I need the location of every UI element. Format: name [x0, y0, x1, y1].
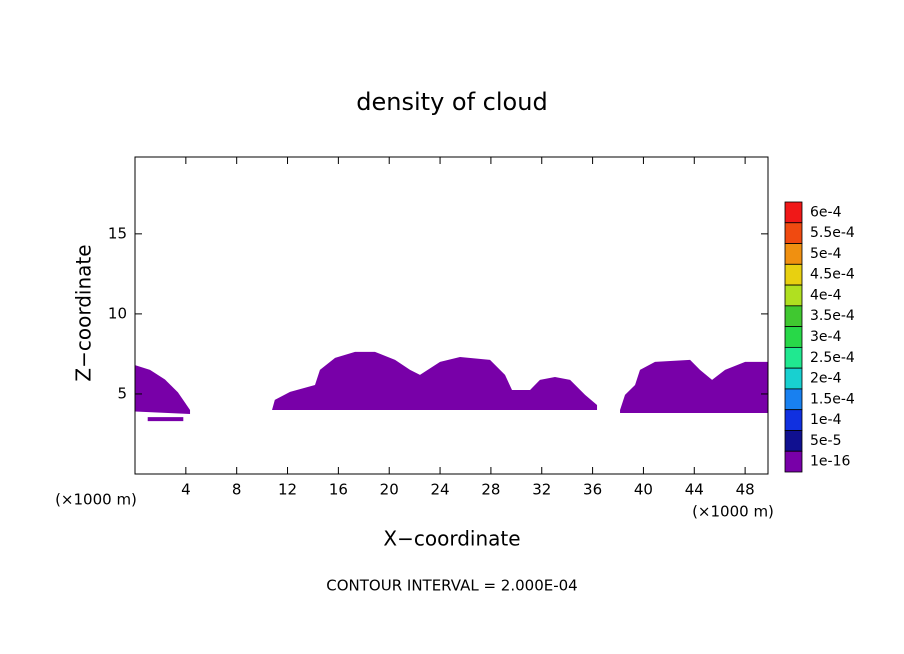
y-tick-label: 5 — [117, 384, 127, 402]
chart-title: density of cloud — [356, 88, 547, 116]
colorbar-label: 3e-4 — [810, 329, 842, 345]
colorbar-box — [784, 243, 803, 265]
colorbar-box — [784, 346, 803, 369]
x-tick-label: 36 — [583, 481, 602, 499]
colorbar-label: 1e-4 — [810, 412, 842, 428]
colorbar-label: 6e-4 — [810, 204, 842, 220]
y-unit-label: (×1000 m) — [55, 491, 137, 509]
footer-note: CONTOUR INTERVAL = 2.000E-04 — [326, 577, 577, 595]
colorbar-box — [784, 409, 803, 431]
cloud-region — [135, 365, 191, 414]
colorbar-box — [784, 326, 803, 348]
colorbar-box — [784, 284, 803, 307]
x-unit-label: (×1000 m) — [692, 503, 774, 521]
colorbar-label: 4.5e-4 — [810, 267, 855, 283]
x-tick-label: 48 — [736, 481, 755, 499]
colorbar-label: 3.5e-4 — [810, 308, 855, 324]
colorbar-box — [784, 305, 803, 328]
colorbar-box — [784, 430, 803, 452]
y-axis-label: Z−coordinate — [72, 244, 96, 381]
colorbar-box — [784, 222, 803, 244]
colorbar-box — [784, 263, 803, 286]
x-tick-label: 24 — [431, 481, 450, 499]
x-tick-label: 12 — [278, 481, 297, 499]
x-tick-label: 8 — [232, 481, 242, 499]
cloud-region — [620, 359, 768, 414]
colorbar-box — [784, 450, 803, 473]
colorbar-label: 2.5e-4 — [810, 350, 855, 366]
x-tick-label: 16 — [329, 481, 348, 499]
cloud-region — [147, 417, 184, 422]
y-tick-label: 10 — [108, 304, 127, 322]
colorbar-label: 1.5e-4 — [810, 391, 855, 407]
x-tick-label: 20 — [380, 481, 399, 499]
x-axis-label: X−coordinate — [383, 527, 520, 551]
colorbar-label: 1e-16 — [810, 454, 850, 470]
colorbar-box — [784, 388, 803, 411]
x-tick-label: 40 — [634, 481, 653, 499]
colorbar-label: 5.5e-4 — [810, 225, 855, 241]
x-tick-label: 32 — [532, 481, 551, 499]
x-tick-label: 28 — [481, 481, 500, 499]
colorbar-box — [784, 201, 803, 224]
colorbar-box — [784, 367, 803, 390]
colorbar-label: 2e-4 — [810, 371, 842, 387]
y-tick-label: 15 — [108, 224, 127, 242]
colorbar-label: 5e-5 — [810, 433, 841, 449]
colorbar-label: 4e-4 — [810, 287, 842, 303]
colorbar-label: 5e-4 — [810, 246, 842, 262]
x-tick-label: 4 — [181, 481, 191, 499]
cloud-region — [272, 351, 598, 410]
plot-frame — [134, 156, 769, 475]
x-tick-label: 44 — [685, 481, 704, 499]
